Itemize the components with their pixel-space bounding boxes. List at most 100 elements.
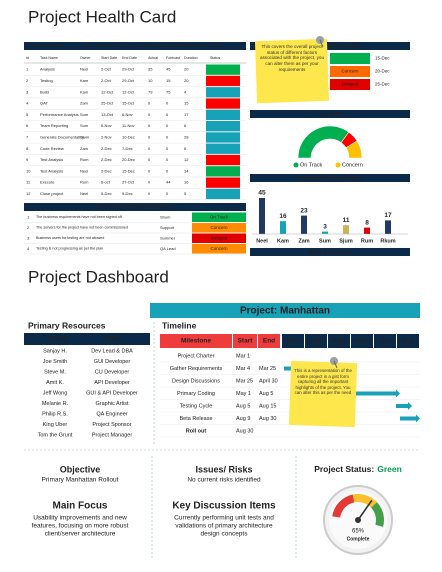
timeline-header (258, 334, 280, 348)
workload-category: Kam (277, 238, 289, 244)
status-cell (206, 64, 240, 75)
cell: 15 (166, 78, 171, 83)
cell: 13-Oct (101, 112, 114, 117)
cell: 9-Dec (122, 191, 133, 196)
note-text: This is a representation of the entire p… (294, 368, 352, 395)
project-banner (150, 303, 420, 318)
resource-name: Joe Smith (43, 359, 67, 365)
milestone-status (330, 53, 370, 64)
status-cell (206, 188, 240, 200)
resource-role: API Developer (94, 380, 130, 386)
cell: 3 (26, 89, 29, 94)
meter-bar (250, 110, 410, 118)
stakeholders: Raj K, Sam Marsh, Kim K, Zuben Kaban, Ma… (82, 43, 221, 48)
gauge-label: 65% (352, 529, 365, 535)
notes-bar (250, 248, 410, 256)
box-title: Objective (60, 464, 101, 474)
legend-swatch (293, 162, 299, 168)
month: Mar (287, 338, 299, 345)
note-box: This is a representation of the entire p… (294, 368, 352, 395)
month: Apr (310, 338, 322, 345)
gauge-band (352, 494, 377, 508)
cell: Neel (80, 191, 88, 196)
cell: 6 (26, 123, 29, 128)
cell: 7 (26, 135, 29, 140)
cell: 6-Nov (101, 123, 112, 128)
concern-text: The servers for the project have not bee… (36, 226, 128, 230)
status-cell (206, 121, 240, 132)
column-header: End (263, 338, 275, 345)
resource-name: King Uber (43, 422, 68, 428)
status-cell (206, 166, 240, 177)
box-text: client/server architecture (45, 531, 116, 538)
cell: 12-Oct (122, 89, 135, 94)
cell: Neel (80, 67, 88, 72)
concern-id: 4 (27, 246, 30, 251)
month-header (328, 334, 350, 348)
status-cell (206, 75, 240, 87)
cell: 29-Oct (122, 78, 135, 83)
cell: 12 (184, 157, 189, 162)
title: Project Health Card (28, 7, 176, 26)
concern-status-text: On Track (210, 214, 229, 219)
concern-status (192, 244, 246, 254)
cell: 0 (166, 146, 169, 151)
milestone-date: 15-Dec (375, 56, 390, 61)
cell: 2-Dec (101, 168, 112, 173)
milestone-end: April 30 (259, 378, 278, 384)
project-name: Project: Manhattan (240, 306, 330, 317)
cell: Generate Documentation (40, 135, 85, 140)
cell: Kam (80, 89, 89, 94)
box-text: Currently performing unit tests and (174, 515, 274, 522)
box-title: Main Focus (52, 501, 107, 512)
milestone-name: Gather Requirements (170, 366, 223, 372)
cell: Zam (80, 146, 89, 151)
notes-title: Notes & To Do List (308, 249, 353, 255)
cell: 17 (184, 112, 189, 117)
resource-role: Graphic Artist (95, 401, 128, 407)
cell: 10-Dec (122, 135, 135, 140)
column-header: Status (210, 56, 220, 60)
box-text: validations of primary architecture (175, 523, 273, 530)
workload-value: 3 (323, 223, 327, 230)
workload-bar-mark (343, 225, 349, 234)
cell: 0 (166, 123, 169, 128)
workload-category: Sjum (339, 238, 353, 244)
status-label: Project Status: (314, 464, 374, 474)
milestone-status-text: Delayed (342, 82, 359, 87)
timeline-header (233, 334, 257, 348)
status-cell (206, 143, 240, 154)
cell: 15 (184, 101, 189, 106)
box-title: Issues/ Risks (195, 464, 252, 474)
cell: Sum (80, 112, 89, 117)
resource-role: CU Developer (95, 369, 130, 375)
pin-needle (333, 360, 338, 369)
resource-role: Project Sponsor (92, 422, 131, 428)
section-title: Primary Resources (28, 320, 106, 330)
cell: Sum (80, 123, 89, 128)
timeline-header (160, 334, 232, 348)
cell: 2-Oct (101, 78, 112, 83)
resources-header (24, 333, 150, 345)
workload-value: 45 (258, 190, 266, 197)
gauge-band (371, 502, 384, 527)
gantt-arrow (396, 402, 412, 410)
milestone-name: Beta Release (179, 416, 212, 422)
cell: 6-oct (101, 180, 111, 185)
workload-value: 16 (279, 213, 287, 220)
note-text: This covers the overall project status o… (259, 44, 325, 72)
cell: Kam (80, 78, 89, 83)
cell: 2-Nov (101, 135, 112, 140)
meter-segment (297, 125, 350, 159)
cell: 14 (184, 168, 189, 173)
cell: 15-Dec (122, 168, 135, 173)
concern-id: 3 (27, 235, 30, 240)
cell: 45 (166, 67, 171, 72)
column-header: Name (49, 336, 67, 343)
cell: 44 (166, 180, 171, 185)
column-header: Start Date (101, 56, 117, 60)
milestone-status (330, 79, 370, 90)
concern-status (192, 233, 246, 243)
concern-text: The business requirements have not been … (36, 215, 123, 219)
month: May (333, 338, 346, 345)
